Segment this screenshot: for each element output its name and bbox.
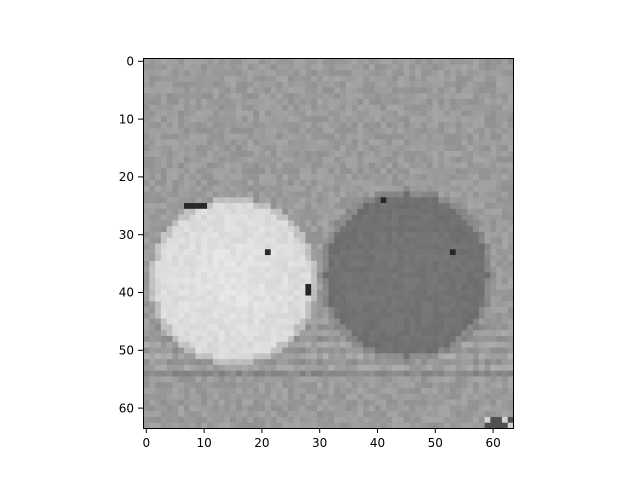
y-tick-label: 30 xyxy=(119,228,134,242)
x-tick-label: 20 xyxy=(254,436,269,450)
x-axis: 0 10 20 30 40 50 60 xyxy=(142,428,501,450)
y-tick-label: 0 xyxy=(126,55,134,69)
y-tick-label: 60 xyxy=(119,401,134,415)
y-tick-label: 20 xyxy=(119,170,134,184)
x-tick-label: 0 xyxy=(142,436,150,450)
x-tick-label: 50 xyxy=(428,436,443,450)
y-tick-label: 10 xyxy=(119,112,134,126)
x-tick-label: 60 xyxy=(485,436,500,450)
x-tick-label: 40 xyxy=(370,436,385,450)
y-axis: 0 10 20 30 40 50 60 xyxy=(119,55,143,415)
x-tick-label: 30 xyxy=(312,436,327,450)
image-pixels xyxy=(143,58,514,429)
y-tick-label: 40 xyxy=(119,286,134,300)
x-tick-label: 10 xyxy=(196,436,211,450)
axes-frame xyxy=(143,58,514,429)
y-tick-label: 50 xyxy=(119,344,134,358)
